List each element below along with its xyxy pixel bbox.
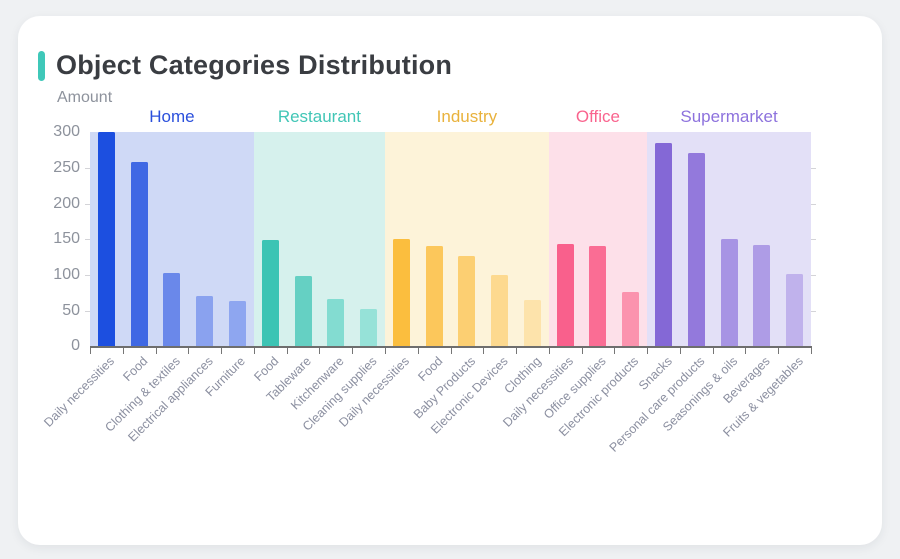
y-axis-minor-tick-right [811, 310, 816, 312]
x-axis-tick [384, 347, 386, 354]
x-axis-tick [811, 347, 812, 354]
bar-supermarket-fruits-and-vegetables[interactable] [786, 273, 804, 347]
y-axis-minor-tick [85, 239, 90, 241]
bar-restaurant-kitchenware[interactable] [327, 299, 345, 347]
y-axis-minor-tick [85, 167, 90, 169]
chart-title: Object Categories Distribution [56, 50, 453, 80]
group-label-industry: Industry [436, 107, 498, 126]
y-axis-tick-label: 300 [53, 123, 80, 141]
x-axis-label: Daily necessities [41, 354, 118, 431]
group-label-restaurant: Restaurant [277, 107, 361, 126]
x-axis-tick [483, 347, 485, 354]
x-axis-tick [778, 347, 780, 354]
bar-industry-electronic-devices[interactable] [491, 274, 509, 347]
bar-industry-baby-products[interactable] [458, 255, 476, 347]
x-axis-tick [647, 347, 649, 354]
title-accent-bar [38, 51, 45, 81]
x-axis-tick [581, 347, 583, 354]
x-axis-tick [221, 347, 223, 354]
bar-industry-food[interactable] [425, 246, 443, 347]
x-axis-tick [450, 347, 452, 354]
bar-supermarket-snacks[interactable] [655, 143, 673, 347]
bar-restaurant-cleaning-supplies[interactable] [360, 309, 378, 347]
bar-restaurant-tableware[interactable] [294, 276, 312, 347]
x-axis-tick [90, 347, 91, 354]
bar-office-office-supplies[interactable] [589, 246, 607, 347]
x-axis-tick [614, 347, 616, 354]
y-axis-tick-label: 250 [53, 158, 80, 176]
bar-restaurant-food[interactable] [261, 240, 279, 347]
bar-office-electronic-products[interactable] [622, 292, 640, 347]
y-axis-tick-label: 200 [53, 194, 80, 212]
bar-industry-daily-necessities[interactable] [392, 238, 410, 347]
x-axis-tick [352, 347, 354, 354]
x-axis-tick [253, 347, 255, 354]
group-label-supermarket: Supermarket [680, 107, 778, 126]
bar-industry-clothing[interactable] [523, 299, 541, 347]
y-axis-minor-tick [85, 274, 90, 276]
x-axis-tick [516, 347, 518, 354]
bar-supermarket-personal-care-products[interactable] [687, 152, 705, 347]
y-axis-minor-tick-right [811, 274, 816, 276]
y-axis-minor-tick [85, 310, 90, 312]
x-axis-tick [188, 347, 190, 354]
y-axis-name: Amount [57, 89, 113, 106]
bar-home-electrical-appliances[interactable] [196, 296, 214, 347]
x-axis-line [90, 346, 812, 348]
y-axis-minor-tick [85, 203, 90, 205]
chart-card: Object Categories Distribution Amount Ho… [18, 16, 882, 545]
plot-area: Home Daily necessities Food Clothing & text… [18, 16, 882, 545]
x-axis-tick [122, 347, 124, 354]
bar-home-furniture[interactable] [228, 300, 246, 347]
y-axis-tick-label: 100 [53, 265, 80, 283]
group-label-office: Office [575, 107, 621, 126]
x-axis-tick [745, 347, 747, 354]
y-axis-minor-tick-right [811, 239, 816, 241]
bar-office-daily-necessities[interactable] [556, 243, 574, 347]
y-axis-tick-label: 0 [71, 337, 80, 355]
group-label-home: Home [149, 107, 195, 126]
y-axis-tick-label: 150 [53, 230, 80, 248]
x-axis-tick [319, 347, 321, 354]
y-axis-tick-label: 50 [62, 301, 80, 319]
bar-supermarket-seasonings-and-oils[interactable] [720, 238, 738, 347]
x-axis-tick [286, 347, 288, 354]
y-axis-minor-tick-right [811, 203, 816, 205]
bar-home-food[interactable] [130, 161, 148, 347]
x-axis-tick [417, 347, 419, 354]
x-axis-tick [155, 347, 157, 354]
x-axis-tick [712, 347, 714, 354]
x-axis-tick [548, 347, 550, 354]
bar-home-clothing-and-textiles[interactable] [163, 272, 181, 347]
bar-home-daily-necessities[interactable] [97, 132, 115, 347]
bar-supermarket-beverages[interactable] [753, 245, 771, 347]
x-axis-tick [679, 347, 681, 354]
y-axis-minor-tick-right [811, 167, 816, 169]
